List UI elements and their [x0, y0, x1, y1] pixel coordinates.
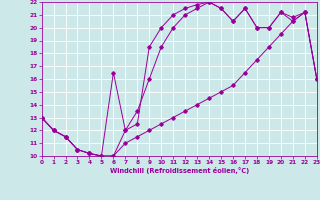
X-axis label: Windchill (Refroidissement éolien,°C): Windchill (Refroidissement éolien,°C): [109, 167, 249, 174]
